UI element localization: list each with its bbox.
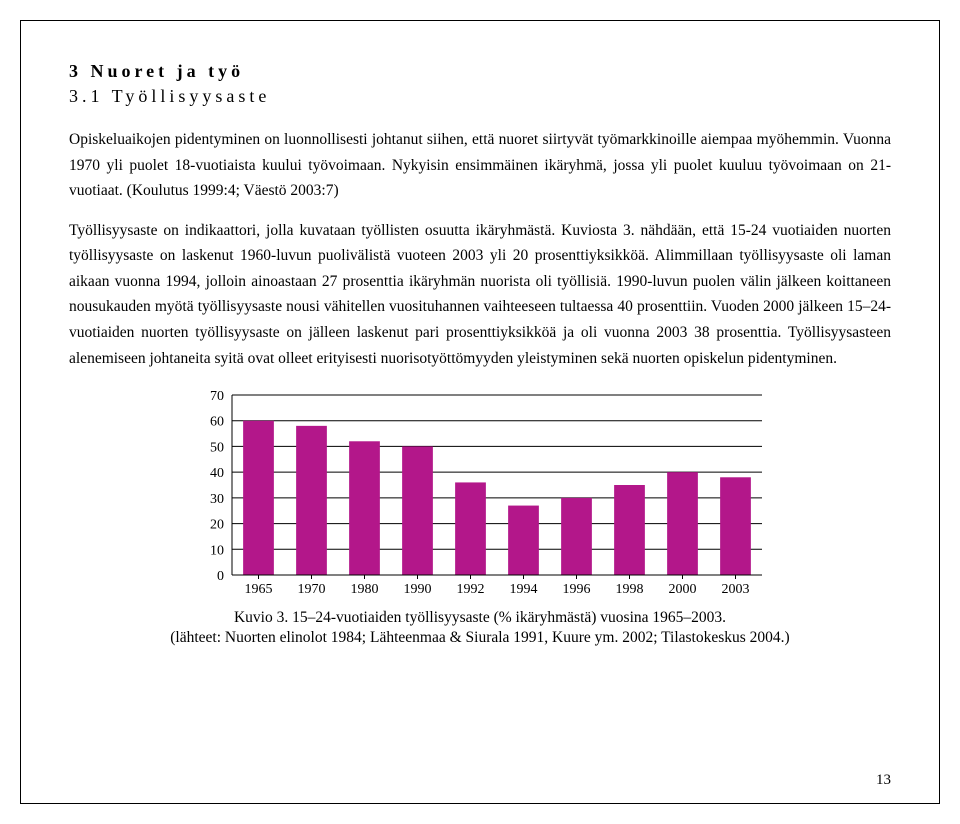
- employment-rate-bar-chart: 0 10 20 30 40 50 60 70 1965 1970 1980 1990 1992 1994 1…: [188, 389, 772, 603]
- svg-text:1996: 1996: [563, 582, 591, 597]
- bar: [614, 485, 645, 575]
- heading-main: 3 Nuoret ja työ: [69, 61, 891, 82]
- svg-text:1965: 1965: [245, 582, 273, 597]
- chart-caption: Kuvio 3. 15–24-vuotiaiden työllisyysaste…: [69, 609, 891, 627]
- bar: [561, 498, 592, 575]
- paragraph-1: Opiskeluaikojen pidentyminen on luonnoll…: [69, 127, 891, 204]
- svg-text:70: 70: [210, 389, 224, 404]
- svg-text:1980: 1980: [351, 582, 379, 597]
- page-frame: 3 Nuoret ja työ 3.1 Työllisyysaste Opisk…: [20, 20, 940, 804]
- svg-text:1994: 1994: [510, 582, 538, 597]
- svg-text:60: 60: [210, 415, 224, 430]
- bar: [402, 446, 433, 575]
- bar: [243, 421, 274, 575]
- bar: [455, 482, 486, 575]
- svg-text:30: 30: [210, 492, 224, 507]
- chart-sources: (lähteet: Nuorten elinolot 1984; Lähteen…: [69, 629, 891, 647]
- svg-text:2003: 2003: [722, 582, 750, 597]
- paragraph-2: Työllisyysaste on indikaattori, jolla ku…: [69, 218, 891, 371]
- bar: [296, 426, 327, 575]
- page-number: 13: [876, 772, 891, 789]
- svg-text:2000: 2000: [669, 582, 697, 597]
- bar: [508, 506, 539, 575]
- svg-text:1970: 1970: [298, 582, 326, 597]
- svg-text:1998: 1998: [616, 582, 644, 597]
- chart-container: 0 10 20 30 40 50 60 70 1965 1970 1980 1990 1992 1994 1…: [69, 389, 891, 647]
- svg-text:50: 50: [210, 440, 224, 455]
- svg-text:1990: 1990: [404, 582, 432, 597]
- svg-text:20: 20: [210, 518, 224, 533]
- bar: [720, 477, 751, 575]
- bar: [349, 441, 380, 575]
- svg-text:40: 40: [210, 466, 224, 481]
- svg-text:0: 0: [217, 569, 224, 584]
- svg-text:1992: 1992: [457, 582, 485, 597]
- bar: [667, 472, 698, 575]
- svg-text:10: 10: [210, 543, 224, 558]
- heading-sub: 3.1 Työllisyysaste: [69, 86, 891, 107]
